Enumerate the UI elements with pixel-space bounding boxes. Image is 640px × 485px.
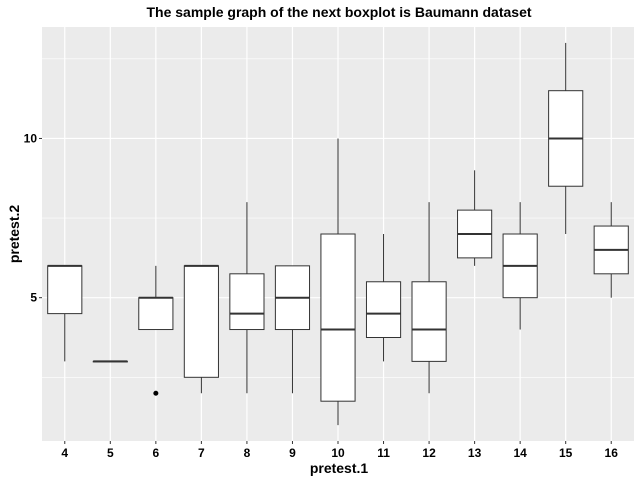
box-13 bbox=[457, 170, 493, 266]
box-body bbox=[183, 265, 219, 378]
box-body bbox=[320, 233, 356, 402]
y-tick-label: 5 bbox=[30, 291, 37, 305]
x-tick-label: 7 bbox=[198, 446, 205, 460]
x-tick-label: 14 bbox=[513, 446, 527, 460]
box-11 bbox=[365, 234, 402, 362]
y-axis-label: pretest.2 bbox=[6, 205, 22, 264]
x-tick-label: 9 bbox=[289, 446, 296, 460]
x-tick-label: 15 bbox=[559, 446, 573, 460]
box-5 bbox=[92, 360, 128, 363]
x-tick-label: 8 bbox=[244, 446, 251, 460]
y-axis-ticks: 5 10 bbox=[24, 131, 42, 305]
x-axis-label: pretest.1 bbox=[310, 460, 369, 476]
box-body bbox=[411, 281, 447, 362]
x-tick-label: 12 bbox=[422, 446, 436, 460]
box-14 bbox=[502, 202, 538, 330]
boxes-layer bbox=[47, 42, 629, 426]
box-10 bbox=[320, 138, 356, 426]
box-body bbox=[47, 265, 83, 315]
x-tick-label: 16 bbox=[605, 446, 619, 460]
x-tick-label: 5 bbox=[107, 446, 114, 460]
chart-title: The sample graph of the next boxplot is … bbox=[146, 4, 531, 20]
box-4 bbox=[47, 264, 83, 362]
box-16 bbox=[593, 202, 629, 298]
box-body bbox=[138, 297, 174, 331]
x-tick-label: 10 bbox=[331, 446, 345, 460]
box-15 bbox=[548, 42, 584, 234]
box-body bbox=[365, 281, 402, 338]
box-7 bbox=[183, 264, 219, 394]
outlier-point bbox=[153, 390, 159, 396]
box-9 bbox=[274, 265, 311, 394]
x-tick-label: 4 bbox=[61, 446, 68, 460]
x-axis-ticks: 4 5 6 7 8 9 10 11 12 13 14 15 16 bbox=[61, 441, 618, 460]
box-6 bbox=[138, 265, 174, 396]
box-8 bbox=[229, 202, 265, 394]
x-tick-label: 13 bbox=[468, 446, 482, 460]
box-body bbox=[229, 273, 265, 331]
box-12 bbox=[411, 202, 447, 394]
x-tick-label: 6 bbox=[153, 446, 160, 460]
x-tick-label: 11 bbox=[377, 446, 390, 460]
y-tick-label: 10 bbox=[24, 131, 38, 145]
